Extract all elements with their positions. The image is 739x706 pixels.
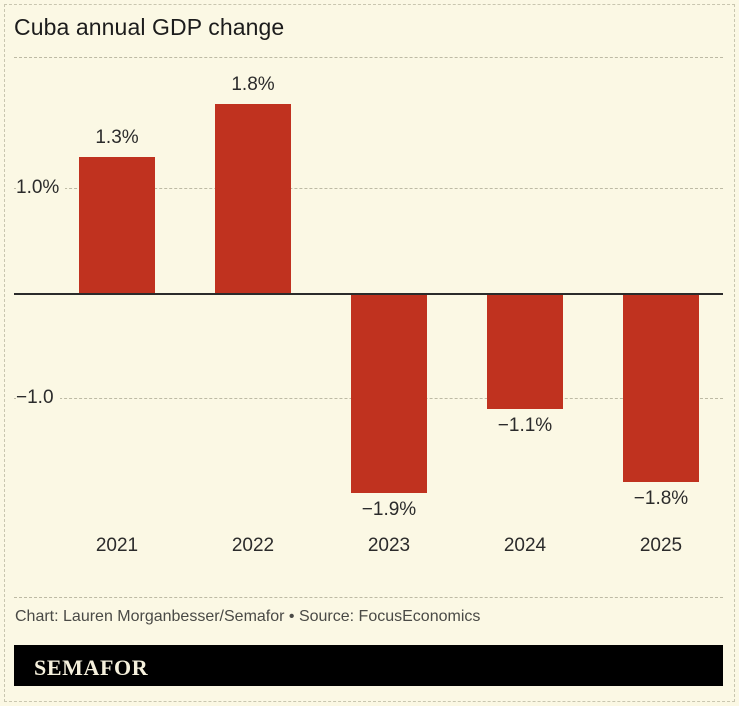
- bar-value-label-2023: −1.9%: [361, 498, 417, 520]
- gridline-1: [14, 188, 723, 189]
- x-axis-tick-2025: 2025: [639, 535, 683, 556]
- zero-axis-line: [14, 293, 723, 295]
- plot-area: 1.0% −1.0 1.3% 2021 1.8% 2022 −1.9% 2023 −1.1% 20…: [14, 57, 723, 556]
- bar-2021[interactable]: [79, 156, 155, 293]
- bar-2022[interactable]: [215, 104, 291, 293]
- x-axis-tick-2022: 2022: [231, 535, 275, 556]
- x-axis-tick-2023: 2023: [367, 535, 411, 556]
- footer-divider: [14, 597, 723, 598]
- footer-credit: Chart: Lauren Morganbesser/Semafor • Sou…: [15, 608, 481, 625]
- page-title: Cuba annual GDP change: [14, 14, 285, 40]
- bar-2023[interactable]: [351, 293, 427, 493]
- bar-value-label-2021: 1.3%: [95, 126, 139, 148]
- bar-2025[interactable]: [623, 293, 699, 482]
- semafor-logo-bar: SEMAFOR: [14, 645, 723, 686]
- bar-value-label-2022: 1.8%: [231, 74, 275, 95]
- bar-value-label-2025: −1.8%: [633, 488, 689, 509]
- bar-2024[interactable]: [487, 293, 563, 409]
- x-axis-tick-2021: 2021: [95, 535, 139, 556]
- semafor-wordmark: SEMAFOR: [34, 655, 149, 680]
- bar-value-label-2024: −1.1%: [497, 414, 553, 436]
- x-axis-tick-2024: 2024: [503, 535, 547, 556]
- gridline-top: [14, 57, 723, 58]
- y-axis-tick-label: −1.0: [16, 387, 60, 409]
- y-axis-tick-label: 1.0%: [16, 177, 66, 199]
